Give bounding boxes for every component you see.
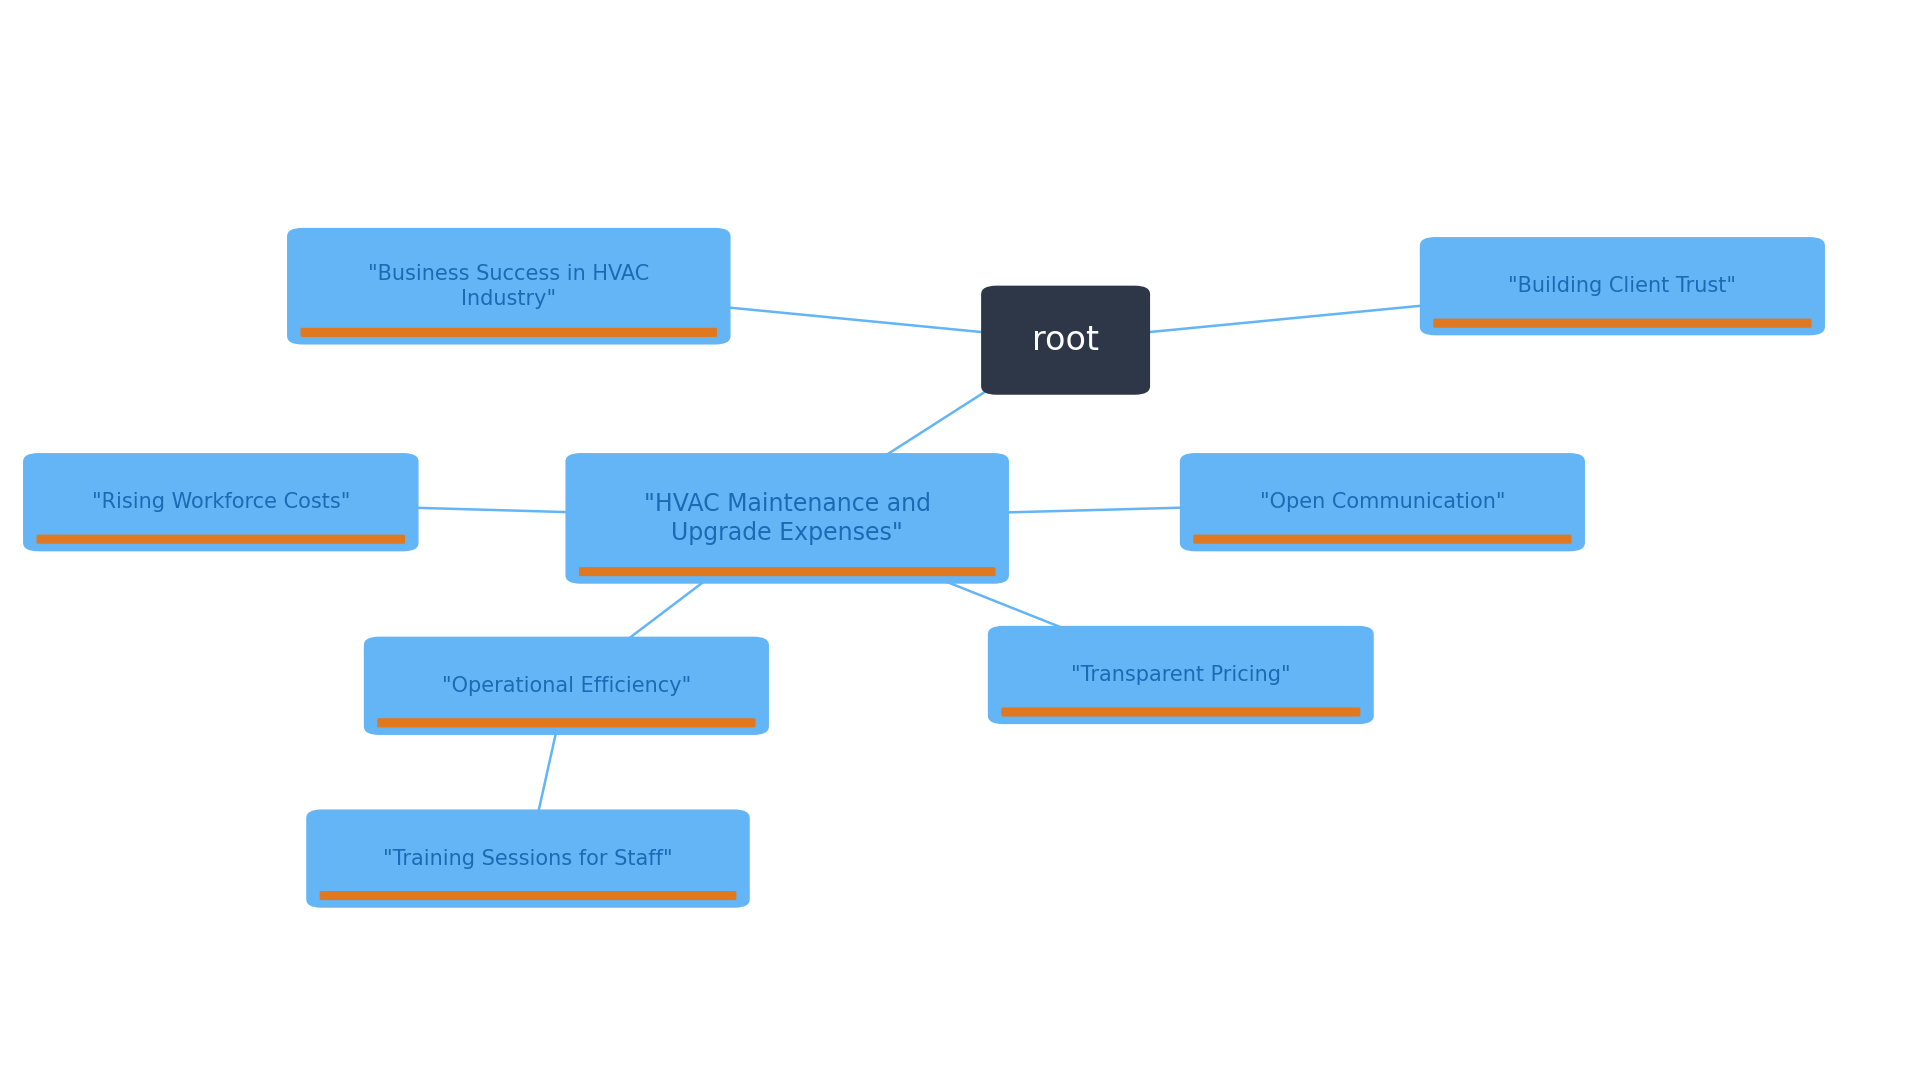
- FancyBboxPatch shape: [1192, 535, 1571, 543]
- Text: "Training Sessions for Staff": "Training Sessions for Staff": [384, 849, 672, 868]
- FancyBboxPatch shape: [981, 285, 1150, 394]
- Text: root: root: [1033, 324, 1098, 356]
- FancyBboxPatch shape: [1432, 319, 1812, 328]
- FancyBboxPatch shape: [301, 328, 718, 337]
- Text: "Building Client Trust": "Building Client Trust": [1509, 276, 1736, 296]
- FancyBboxPatch shape: [987, 626, 1375, 724]
- FancyBboxPatch shape: [376, 718, 755, 728]
- Text: "Rising Workforce Costs": "Rising Workforce Costs": [92, 492, 349, 512]
- FancyBboxPatch shape: [23, 453, 419, 551]
- FancyBboxPatch shape: [288, 228, 730, 345]
- FancyBboxPatch shape: [580, 567, 995, 576]
- Text: "Operational Efficiency": "Operational Efficiency": [442, 676, 691, 696]
- Text: "HVAC Maintenance and
Upgrade Expenses": "HVAC Maintenance and Upgrade Expenses": [643, 491, 931, 545]
- Text: "Transparent Pricing": "Transparent Pricing": [1071, 665, 1290, 685]
- FancyBboxPatch shape: [36, 535, 405, 543]
- Text: "Open Communication": "Open Communication": [1260, 492, 1505, 512]
- FancyBboxPatch shape: [321, 891, 737, 901]
- FancyBboxPatch shape: [363, 637, 768, 734]
- FancyBboxPatch shape: [1179, 453, 1584, 551]
- Text: "Business Success in HVAC
Industry": "Business Success in HVAC Industry": [369, 264, 649, 309]
- FancyBboxPatch shape: [1419, 238, 1824, 335]
- FancyBboxPatch shape: [564, 453, 1010, 583]
- FancyBboxPatch shape: [1002, 707, 1359, 717]
- FancyBboxPatch shape: [307, 810, 749, 907]
